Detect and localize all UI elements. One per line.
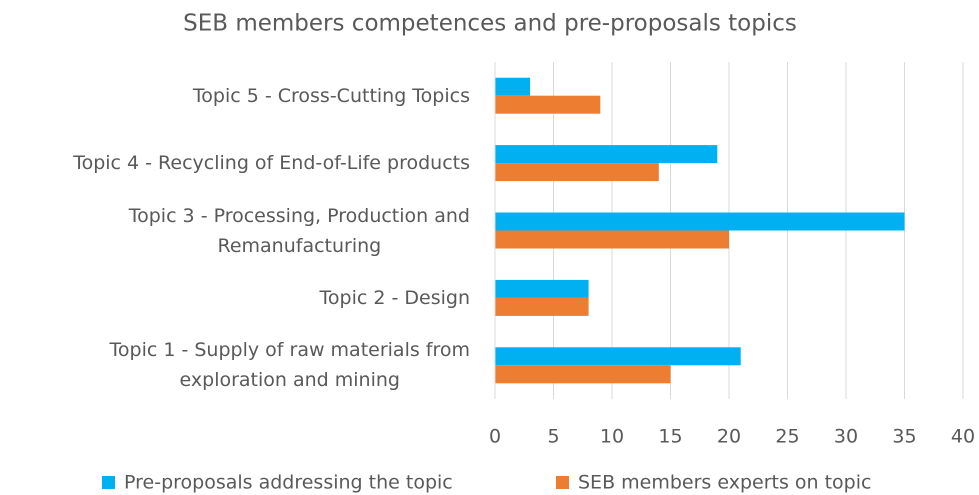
category-label: Topic 1 - Supply of raw materials from e…	[109, 339, 470, 392]
category-label: Topic 4 - Recycling of End-of-Life produ…	[73, 152, 470, 175]
category-label: Topic 3 - Processing, Production and Rem…	[128, 204, 470, 257]
category-label: Topic 2 - Design	[319, 286, 470, 309]
legend-label: SEB members experts on topic	[578, 472, 871, 494]
bar	[495, 212, 905, 231]
bar	[495, 95, 601, 114]
chart-title: SEB members competences and pre-proposal…	[183, 11, 797, 37]
legend-swatch	[556, 476, 569, 489]
bar	[495, 230, 729, 249]
x-tick-label: 5	[547, 426, 559, 448]
bar	[495, 297, 589, 316]
x-tick-label: 35	[892, 426, 916, 448]
bar	[495, 279, 589, 298]
bar	[495, 163, 659, 182]
category-label: Topic 5 - Cross-Cutting Topics	[192, 84, 470, 107]
x-tick-label: 40	[951, 426, 975, 448]
x-tick-label: 20	[717, 426, 741, 448]
x-tick-label: 0	[489, 426, 501, 448]
x-tick-label: 25	[775, 426, 799, 448]
bar	[495, 77, 531, 96]
legend-label: Pre-proposals addressing the topic	[124, 472, 453, 494]
bar	[495, 347, 741, 366]
x-tick-label: 10	[600, 426, 624, 448]
x-tick-label: 30	[834, 426, 858, 448]
bar	[495, 365, 671, 384]
x-tick-label: 15	[658, 426, 682, 448]
bar	[495, 145, 718, 164]
legend-swatch	[102, 476, 115, 489]
